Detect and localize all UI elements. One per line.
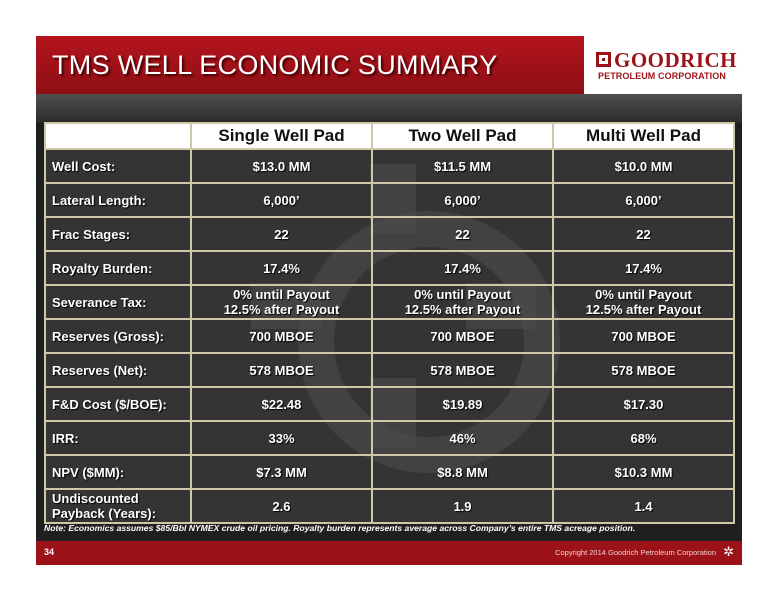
- cell-line: 12.5% after Payout: [404, 302, 521, 317]
- copyright-text: Copyright 2014 Goodrich Petroleum Corpor…: [555, 548, 716, 557]
- table-cell: $10.0 MM: [552, 148, 735, 184]
- row-label: Undiscounted Payback (Years):: [44, 488, 192, 524]
- page-title: TMS WELL ECONOMIC SUMMARY: [52, 50, 498, 80]
- footer-bar: 34 Copyright 2014 Goodrich Petroleum Cor…: [36, 541, 742, 565]
- cell-line: 12.5% after Payout: [585, 302, 702, 317]
- table-cell: 1.4: [552, 488, 735, 524]
- table-cell: 700 MBOE: [371, 318, 554, 354]
- header-bar: TMS WELL ECONOMIC SUMMARY GOODRICH PETRO…: [36, 36, 742, 94]
- table-cell: 0% until Payout 12.5% after Payout: [190, 284, 373, 320]
- row-label: NPV ($MM):: [44, 454, 192, 490]
- header-band: [36, 94, 742, 123]
- table-cell: 700 MBOE: [552, 318, 735, 354]
- table-cell: 46%: [371, 420, 554, 456]
- table-row: Royalty Burden: 17.4% 17.4% 17.4%: [44, 250, 735, 286]
- table-row: IRR: 33% 46% 68%: [44, 420, 735, 456]
- table-header-row: Single Well Pad Two Well Pad Multi Well …: [44, 122, 735, 150]
- table-cell: 6,000’: [190, 182, 373, 218]
- table-cell: 22: [371, 216, 554, 252]
- table-cell: 6,000’: [552, 182, 735, 218]
- table-row: Reserves (Gross): 700 MBOE 700 MBOE 700 …: [44, 318, 735, 354]
- table-cell: 17.4%: [190, 250, 373, 286]
- row-label: Frac Stages:: [44, 216, 192, 252]
- table-row: Lateral Length: 6,000’ 6,000’ 6,000’: [44, 182, 735, 218]
- row-label: Well Cost:: [44, 148, 192, 184]
- cell-line: 12.5% after Payout: [223, 302, 340, 317]
- page-number: 34: [44, 547, 55, 557]
- cell-line: 0% until Payout: [414, 287, 511, 302]
- table-cell: $11.5 MM: [371, 148, 554, 184]
- row-label: Reserves (Net):: [44, 352, 192, 388]
- gear-logo-icon: ✲: [723, 544, 734, 559]
- table-cell: 22: [552, 216, 735, 252]
- logo-mark-icon: [596, 52, 611, 67]
- table-row: Undiscounted Payback (Years): 2.6 1.9 1.…: [44, 488, 735, 524]
- table-cell: 2.6: [190, 488, 373, 524]
- table-cell: 17.4%: [552, 250, 735, 286]
- row-label: IRR:: [44, 420, 192, 456]
- header-corner-cell: [44, 122, 192, 150]
- label-line: Undiscounted: [52, 491, 139, 506]
- table-cell: $10.3 MM: [552, 454, 735, 490]
- column-header: Multi Well Pad: [552, 122, 735, 150]
- table-cell: 578 MBOE: [371, 352, 554, 388]
- row-label: Royalty Burden:: [44, 250, 192, 286]
- label-line: Payback (Years):: [52, 506, 157, 521]
- cell-line: 0% until Payout: [595, 287, 692, 302]
- table-cell: $8.8 MM: [371, 454, 554, 490]
- table-row: Frac Stages: 22 22 22: [44, 216, 735, 252]
- table-cell: 33%: [190, 420, 373, 456]
- table-cell: 1.9: [371, 488, 554, 524]
- table-cell: $13.0 MM: [190, 148, 373, 184]
- table-row: Severance Tax: 0% until Payout 12.5% aft…: [44, 284, 735, 320]
- logo-name: GOODRICH: [614, 48, 738, 72]
- table-cell: 0% until Payout 12.5% after Payout: [371, 284, 554, 320]
- economics-table: Single Well Pad Two Well Pad Multi Well …: [44, 122, 735, 524]
- table-cell: 22: [190, 216, 373, 252]
- table-row: Well Cost: $13.0 MM $11.5 MM $10.0 MM: [44, 148, 735, 184]
- table-row: NPV ($MM): $7.3 MM $8.8 MM $10.3 MM: [44, 454, 735, 490]
- cell-line: 0% until Payout: [233, 287, 330, 302]
- column-header: Single Well Pad: [190, 122, 373, 150]
- table-cell: 17.4%: [371, 250, 554, 286]
- table-cell: 0% until Payout 12.5% after Payout: [552, 284, 735, 320]
- slide: TMS WELL ECONOMIC SUMMARY GOODRICH PETRO…: [36, 36, 742, 565]
- table-row: F&D Cost ($/BOE): $22.48 $19.89 $17.30: [44, 386, 735, 422]
- table-cell: 700 MBOE: [190, 318, 373, 354]
- row-label: F&D Cost ($/BOE):: [44, 386, 192, 422]
- table-cell: $22.48: [190, 386, 373, 422]
- table-cell: 68%: [552, 420, 735, 456]
- table-row: Reserves (Net): 578 MBOE 578 MBOE 578 MB…: [44, 352, 735, 388]
- table-cell: 578 MBOE: [552, 352, 735, 388]
- table-cell: 6,000’: [371, 182, 554, 218]
- table-cell: $19.89: [371, 386, 554, 422]
- footnote: Note: Economics assumes $85/Bbl NYMEX cr…: [44, 523, 636, 533]
- table-cell: $7.3 MM: [190, 454, 373, 490]
- row-label: Lateral Length:: [44, 182, 192, 218]
- row-label: Reserves (Gross):: [44, 318, 192, 354]
- table-cell: 578 MBOE: [190, 352, 373, 388]
- logo-subtitle: PETROLEUM CORPORATION: [598, 71, 726, 81]
- column-header: Two Well Pad: [371, 122, 554, 150]
- row-label: Severance Tax:: [44, 284, 192, 320]
- table-cell: $17.30: [552, 386, 735, 422]
- company-logo: GOODRICH PETROLEUM CORPORATION: [584, 36, 742, 94]
